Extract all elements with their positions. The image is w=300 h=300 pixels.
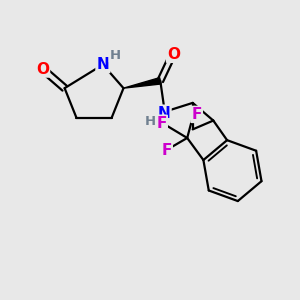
Text: N: N xyxy=(97,57,109,72)
Text: O: O xyxy=(167,47,180,62)
Text: F: F xyxy=(161,143,172,158)
Text: O: O xyxy=(36,61,49,76)
Text: N: N xyxy=(158,106,170,121)
Polygon shape xyxy=(124,78,161,88)
Text: H: H xyxy=(145,115,156,128)
Text: H: H xyxy=(110,49,121,62)
Text: F: F xyxy=(156,116,167,131)
Text: F: F xyxy=(191,107,202,122)
